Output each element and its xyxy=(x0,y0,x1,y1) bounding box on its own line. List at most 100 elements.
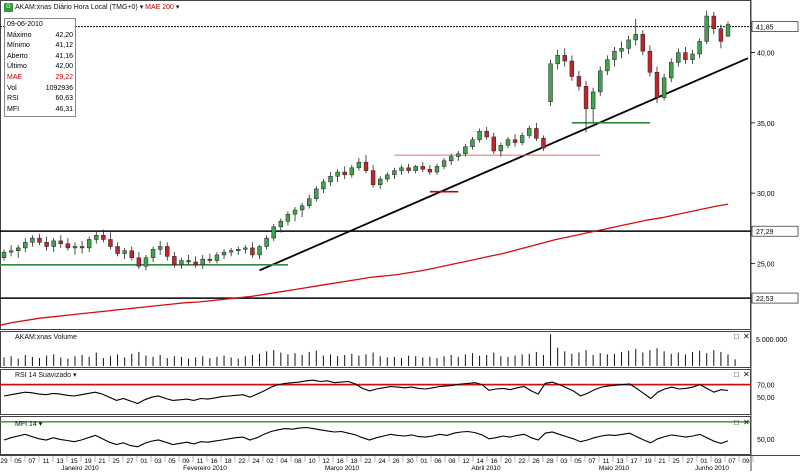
candle-body xyxy=(186,260,191,263)
candle-body xyxy=(456,153,461,157)
candle-body xyxy=(441,160,447,167)
info-row-label: Vol xyxy=(7,84,17,92)
x-day-label: 22 xyxy=(364,458,372,465)
candle-body xyxy=(448,156,454,162)
candle-body xyxy=(72,246,78,249)
candle-body xyxy=(534,128,539,139)
rsi-line xyxy=(3,379,729,405)
x-day-label: 27 xyxy=(126,458,134,465)
mfi-close-button[interactable]: ✕ xyxy=(743,418,750,427)
candle-body xyxy=(328,175,333,183)
chevron-down-icon[interactable]: ▾ xyxy=(139,4,144,11)
candle-body xyxy=(690,53,695,60)
x-month-label: Maio 2010 xyxy=(599,465,630,471)
x-day-label: 02 xyxy=(266,458,274,465)
candle-body xyxy=(172,256,177,266)
info-row: Último 42,00 xyxy=(7,62,73,73)
x-day-label: 05 xyxy=(168,458,176,465)
x-day-label: 26 xyxy=(532,458,540,465)
candle-body xyxy=(79,246,85,249)
x-day-label: 03 xyxy=(714,458,722,465)
candle-body xyxy=(470,139,475,147)
candle-body xyxy=(676,52,681,63)
candle-body xyxy=(157,246,163,250)
x-day-label: 01 xyxy=(420,458,428,465)
x-day-label: 24 xyxy=(378,458,386,465)
volume-close-button[interactable]: ✕ xyxy=(743,332,750,341)
candle-body xyxy=(143,257,149,267)
candle-body xyxy=(278,220,284,228)
candle-body xyxy=(257,246,262,256)
x-day-label: 11 xyxy=(603,458,610,465)
candle-body xyxy=(349,167,355,176)
candle-body xyxy=(101,235,106,240)
rsi-maximize-button[interactable]: □ xyxy=(734,370,739,379)
candle-body xyxy=(569,60,575,77)
candle-body xyxy=(370,170,376,185)
candle-body xyxy=(555,55,560,65)
x-day-label: 20 xyxy=(504,458,512,465)
mfi-panel-header[interactable]: MFI 14 ▾ xyxy=(15,420,42,428)
price-tick-label: 40,00 xyxy=(757,51,775,58)
x-day-label: 10 xyxy=(308,458,316,465)
x-day-label: 25 xyxy=(672,458,680,465)
candle-body xyxy=(136,257,142,267)
info-row-value: 46,31 xyxy=(55,105,73,113)
candle-body xyxy=(711,15,717,29)
x-day-label: 03 xyxy=(560,458,568,465)
candle-body xyxy=(44,242,49,247)
level-label-box xyxy=(751,292,799,304)
candle-body xyxy=(406,167,411,171)
mfi-maximize-button[interactable]: □ xyxy=(734,418,739,427)
candle-body xyxy=(15,247,21,251)
candle-body xyxy=(399,167,404,171)
x-day-label: 08 xyxy=(448,458,456,465)
candle-body xyxy=(605,59,610,72)
candle-body xyxy=(477,131,482,140)
candle-body xyxy=(498,145,504,152)
candle-body xyxy=(583,86,589,110)
symbol-header[interactable]: AKAM:xnas Diário Hora Local (TMG+0) ▾ MA… xyxy=(15,3,179,11)
info-row-label: MAE xyxy=(7,73,23,81)
x-day-label: 18 xyxy=(224,458,232,465)
rsi-panel-header[interactable]: RSI 14 Suavizado ▾ xyxy=(15,371,77,379)
candle-body xyxy=(200,258,205,266)
candle-body xyxy=(541,138,546,149)
x-day-label: 09 xyxy=(742,458,750,465)
mfi-tick-label: 50,00 xyxy=(757,437,775,444)
x-day-label: 05 xyxy=(574,458,582,465)
x-day-label: 21 xyxy=(98,458,106,465)
candle-body xyxy=(434,166,440,173)
x-day-label: 13 xyxy=(56,458,64,465)
candle-body xyxy=(619,48,624,52)
info-date: 09-06-2010 xyxy=(7,21,43,28)
rsi-tick-label: 50,00 xyxy=(757,395,775,402)
x-day-label: 16 xyxy=(490,458,498,465)
rsi-close-button[interactable]: ✕ xyxy=(743,370,750,379)
candle-body xyxy=(314,188,319,199)
x-day-label: 25 xyxy=(112,458,120,465)
candle-body xyxy=(1,251,7,258)
x-day-label: 28 xyxy=(546,458,554,465)
x-day-label: 19 xyxy=(84,458,92,465)
candle-body xyxy=(150,249,156,258)
chevron-down-icon[interactable]: ▾ xyxy=(175,4,180,11)
candle-body xyxy=(647,50,653,73)
rsi-panel-label: RSI 14 Suavizado xyxy=(15,372,72,379)
level-label-box xyxy=(751,225,799,237)
x-day-label: 13 xyxy=(616,458,624,465)
chevron-down-icon[interactable]: ▾ xyxy=(38,421,43,428)
x-month-label: Fevereiro 2010 xyxy=(183,465,227,471)
candle-body xyxy=(626,39,631,49)
x-day-label: 11 xyxy=(197,458,204,465)
candle-body xyxy=(115,246,120,254)
candle-body xyxy=(484,131,489,138)
info-row-label: Mínimo xyxy=(7,42,30,50)
chevron-down-icon[interactable]: ▾ xyxy=(73,372,77,379)
candle-body xyxy=(207,258,213,261)
volume-maximize-button[interactable]: □ xyxy=(734,332,739,341)
x-day-label: 05 xyxy=(14,458,22,465)
x-day-label: 30 xyxy=(406,458,414,465)
x-day-label: 12 xyxy=(462,458,470,465)
x-day-label: 18 xyxy=(350,458,358,465)
